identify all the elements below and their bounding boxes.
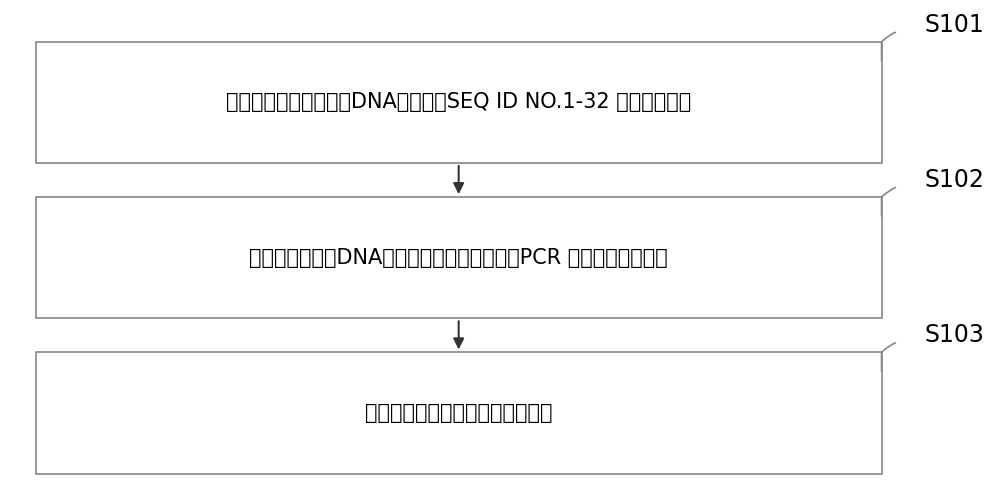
Text: S101: S101 xyxy=(925,13,985,37)
Text: 提取缺须盆唇鱼基因组DNA；合成如SEQ ID NO.1-32 所示的引物组: 提取缺须盆唇鱼基因组DNA；合成如SEQ ID NO.1-32 所示的引物组 xyxy=(226,92,691,112)
FancyBboxPatch shape xyxy=(36,352,882,474)
Text: 以提取的基因组DNA为模板，利用引物组进行PCR 扩增获得扩增产物: 以提取的基因组DNA为模板，利用引物组进行PCR 扩增获得扩增产物 xyxy=(249,248,668,268)
Text: S103: S103 xyxy=(925,324,985,347)
Text: S102: S102 xyxy=(925,168,985,192)
FancyBboxPatch shape xyxy=(36,197,882,318)
Text: 对扩增产物进行分离和多态性检测: 对扩增产物进行分离和多态性检测 xyxy=(365,403,552,423)
FancyBboxPatch shape xyxy=(36,42,882,163)
